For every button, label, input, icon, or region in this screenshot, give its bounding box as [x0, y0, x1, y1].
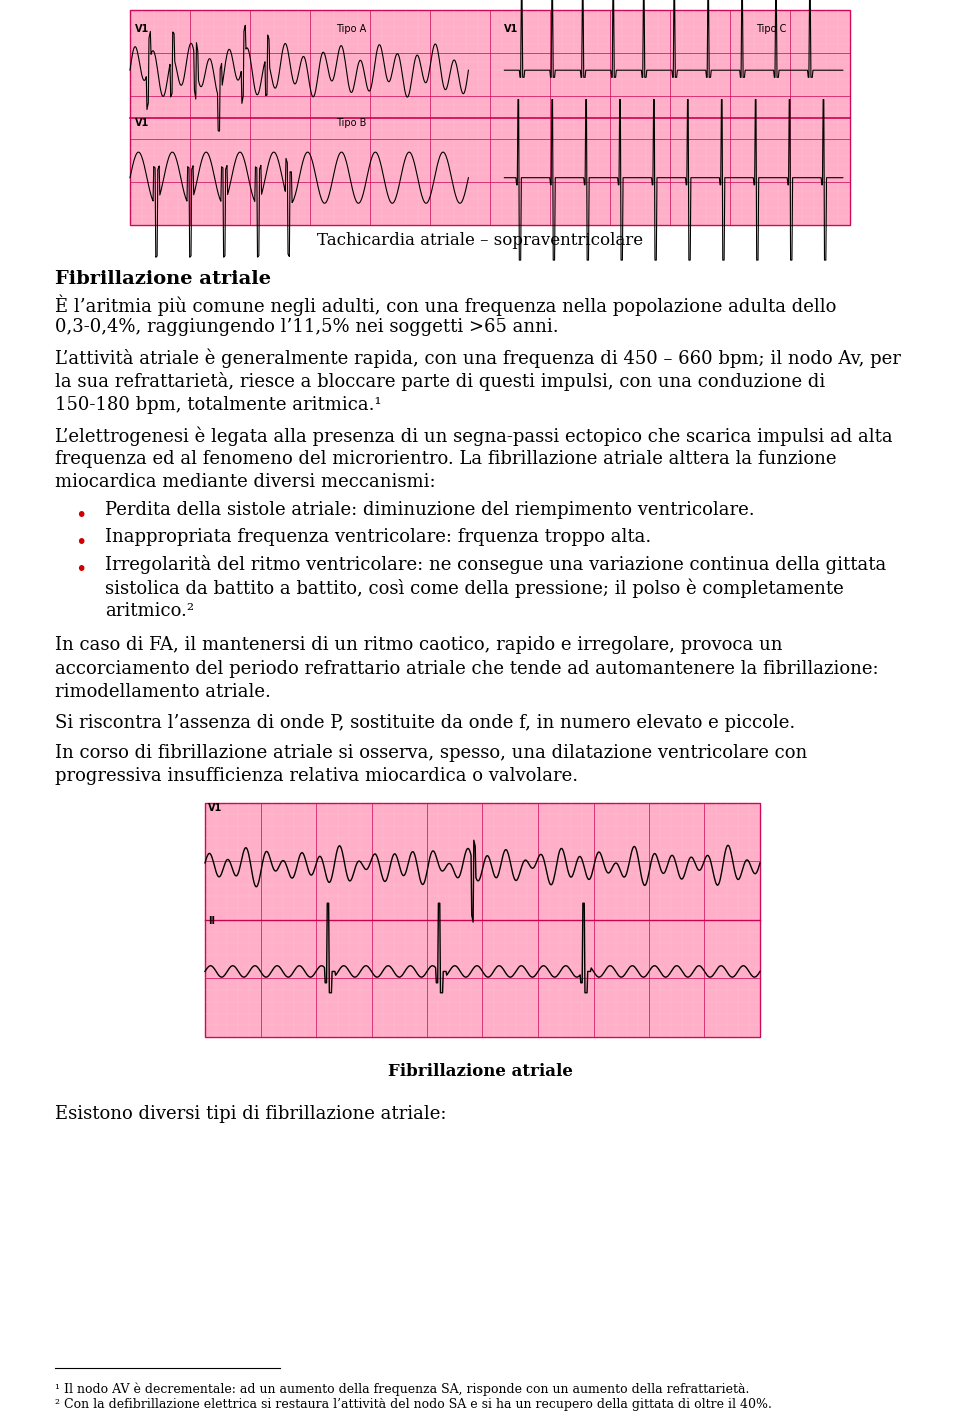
- Text: progressiva insufficienza relativa miocardica o valvolare.: progressiva insufficienza relativa mioca…: [55, 767, 578, 786]
- Text: In corso di fibrillazione atriale si osserva, spesso, una dilatazione ventricola: In corso di fibrillazione atriale si oss…: [55, 745, 807, 762]
- Text: L’attività atriale è generalmente rapida, con una frequenza di 450 – 660 bpm; il: L’attività atriale è generalmente rapida…: [55, 350, 900, 368]
- Text: rimodellamento atriale.: rimodellamento atriale.: [55, 684, 271, 701]
- Text: Tipo B: Tipo B: [336, 118, 367, 128]
- Text: la sua refrattarietà, riesce a bloccare parte di questi impulsi, con una conduzi: la sua refrattarietà, riesce a bloccare …: [55, 372, 826, 391]
- Text: In caso di FA, il mantenersi di un ritmo caotico, rapido e irregolare, provoca u: In caso di FA, il mantenersi di un ritmo…: [55, 637, 782, 654]
- Bar: [205, 803, 760, 1037]
- Text: Irregolarità del ritmo ventricolare: ne consegue una variazione continua della g: Irregolarità del ritmo ventricolare: ne …: [105, 556, 886, 574]
- Text: II: II: [208, 917, 215, 926]
- Text: Si riscontra l’assenza di onde P, sostituite da onde f, in numero elevato e picc: Si riscontra l’assenza di onde P, sostit…: [55, 713, 795, 732]
- Text: V1: V1: [208, 803, 222, 813]
- Text: Tachicardia atriale – sopraventricolare: Tachicardia atriale – sopraventricolare: [317, 232, 643, 249]
- Text: V1: V1: [504, 24, 518, 34]
- Text: 0,3-0,4%, raggiungendo l’11,5% nei soggetti >65 anni.: 0,3-0,4%, raggiungendo l’11,5% nei sogge…: [55, 318, 559, 337]
- Text: Fibrillazione atriale: Fibrillazione atriale: [388, 1063, 572, 1080]
- Text: frequenza ed al fenomeno del microrientro. La fibrillazione atriale alttera la f: frequenza ed al fenomeno del microrientr…: [55, 450, 836, 468]
- Text: 150-180 bpm, totalmente aritmica.¹: 150-180 bpm, totalmente aritmica.¹: [55, 396, 382, 414]
- Text: aritmico.²: aritmico.²: [105, 603, 194, 620]
- Text: miocardica mediante diversi meccanismi:: miocardica mediante diversi meccanismi:: [55, 473, 436, 492]
- Text: V1: V1: [134, 118, 149, 128]
- Text: ² Con la defibrillazione elettrica si restaura l’attività del nodo SA e si ha un: ² Con la defibrillazione elettrica si re…: [55, 1398, 772, 1411]
- Text: accorciamento del periodo refrattario atriale che tende ad automantenere la fibr: accorciamento del periodo refrattario at…: [55, 659, 878, 678]
- Text: Inappropriata frequenza ventricolare: frquenza troppo alta.: Inappropriata frequenza ventricolare: fr…: [105, 529, 651, 546]
- Text: •: •: [75, 506, 86, 524]
- Text: Fibrillazione atriale: Fibrillazione atriale: [55, 270, 271, 288]
- Text: ¹ Il nodo AV è decrementale: ad un aumento della frequenza SA, risponde con un a: ¹ Il nodo AV è decrementale: ad un aumen…: [55, 1383, 750, 1397]
- Text: Perdita della sistole atriale: diminuzione del riempimento ventricolare.: Perdita della sistole atriale: diminuzio…: [105, 502, 755, 519]
- Text: •: •: [75, 560, 86, 578]
- Text: Esistono diversi tipi di fibrillazione atriale:: Esistono diversi tipi di fibrillazione a…: [55, 1106, 446, 1123]
- Text: È l’aritmia più comune negli adulti, con una frequenza nella popolazione adulta : È l’aritmia più comune negli adulti, con…: [55, 296, 836, 317]
- Bar: [130, 10, 850, 225]
- Text: Tipo C: Tipo C: [756, 24, 787, 34]
- Text: Tipo A: Tipo A: [336, 24, 367, 34]
- Text: V1: V1: [134, 24, 149, 34]
- Text: •: •: [75, 533, 86, 551]
- Text: sistolica da battito a battito, così come della pressione; il polso è completame: sistolica da battito a battito, così com…: [105, 578, 844, 598]
- Text: L’elettrogenesi è legata alla presenza di un segna-passi ectopico che scarica im: L’elettrogenesi è legata alla presenza d…: [55, 426, 893, 446]
